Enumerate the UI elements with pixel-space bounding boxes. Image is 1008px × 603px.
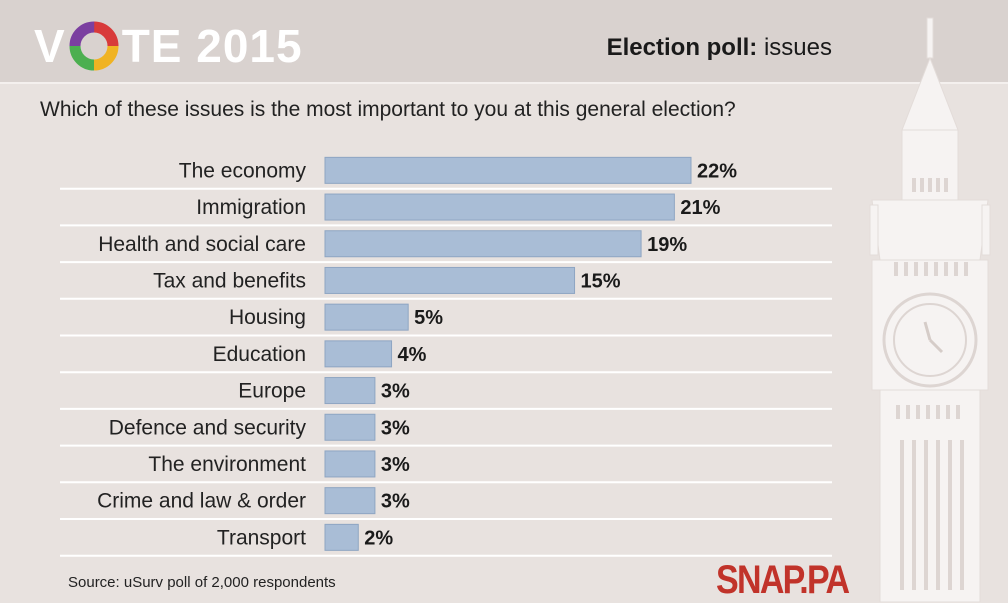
value-label: 3% <box>381 454 410 476</box>
poll-title-bold: Election poll: <box>606 34 758 61</box>
vote-2015-logo: V TE 2015 <box>34 14 303 78</box>
value-label: 3% <box>381 491 410 513</box>
category-label: Crime and law & order <box>97 490 306 513</box>
category-label: Transport <box>217 526 306 549</box>
value-label: 5% <box>414 307 443 329</box>
value-label: 19% <box>647 234 687 256</box>
bar <box>324 156 692 184</box>
bar <box>324 193 675 221</box>
value-label: 3% <box>381 417 410 439</box>
logo-text-left: V <box>34 20 66 72</box>
category-label: Immigration <box>196 196 306 219</box>
bar <box>324 230 642 258</box>
category-label: The economy <box>179 159 307 182</box>
bar <box>324 413 376 441</box>
value-label: 3% <box>381 381 410 403</box>
category-label: Tax and benefits <box>153 269 306 292</box>
logo-text-right: TE 2015 <box>121 20 303 72</box>
category-label: The environment <box>148 453 306 476</box>
value-label: 21% <box>680 197 720 219</box>
value-label: 22% <box>697 160 737 182</box>
value-label: 15% <box>581 270 621 292</box>
header-bar <box>0 0 1008 82</box>
source-note: Source: uSurv poll of 2,000 respondents <box>68 574 336 591</box>
bar <box>324 340 393 368</box>
bar <box>324 523 359 551</box>
header-divider <box>0 82 1008 84</box>
category-label: Europe <box>238 380 306 403</box>
bar <box>324 377 376 405</box>
value-label: 2% <box>364 527 393 549</box>
bar <box>324 266 576 294</box>
category-label: Education <box>213 343 306 366</box>
category-label: Defence and security <box>109 416 307 439</box>
logo-ring-icon <box>69 21 119 71</box>
chart-question: Which of these issues is the most import… <box>40 98 736 121</box>
bar <box>324 487 376 515</box>
value-label: 4% <box>398 344 427 366</box>
category-label: Health and social care <box>98 233 306 256</box>
bar <box>324 303 409 331</box>
snap-pa-logo: SNAP.PA <box>716 558 850 602</box>
poll-title: Election poll: issues <box>607 34 832 62</box>
poll-title-rest: issues <box>757 34 832 61</box>
category-label: Housing <box>229 306 306 329</box>
bar <box>324 450 376 478</box>
